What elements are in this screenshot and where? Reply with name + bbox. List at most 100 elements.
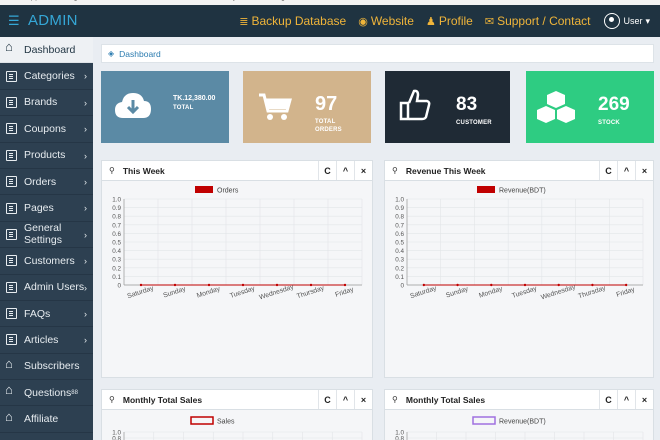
close-button[interactable]: ×	[354, 390, 372, 409]
user-label: User	[623, 16, 643, 26]
panel-header: ⚲ Revenue This Week C ^ ×	[385, 161, 653, 181]
y-tick-label: 0.2	[112, 265, 121, 272]
sidebar-item-general-settings[interactable]: General Settings ›	[0, 222, 93, 249]
panel-header: ⚲ This Week C ^ ×	[102, 161, 372, 181]
y-tick-label: 0.8	[112, 214, 121, 221]
data-point	[241, 283, 245, 287]
collapse-button[interactable]: ^	[336, 390, 354, 409]
brand[interactable]: ☰ ADMIN	[8, 5, 78, 37]
user-menu[interactable]: User ▾	[604, 13, 650, 29]
tile-value: 97	[315, 93, 338, 115]
y-tick-label: 0	[117, 283, 121, 290]
dashboard-icon: ◈	[108, 49, 115, 58]
y-tick-label: 0.2	[395, 265, 404, 272]
panel-title: Monthly Total Sales	[405, 394, 486, 405]
tile-label: CUSTOMER	[456, 120, 492, 126]
monthly-revenue-chart: Revenue(BDT) 1.00.8	[395, 416, 644, 440]
y-tick-label: 0.8	[112, 436, 121, 440]
data-point	[422, 283, 426, 287]
refresh-button[interactable]: C	[599, 161, 617, 180]
thumbs-up-icon	[399, 89, 431, 121]
x-tick-label: Friday	[616, 286, 637, 299]
user-avatar-icon	[604, 13, 621, 29]
cart-icon	[259, 93, 292, 120]
close-button[interactable]: ×	[354, 161, 372, 180]
y-tick-label: 1.0	[395, 430, 404, 437]
y-tick-label: 0.3	[395, 257, 404, 264]
legend-label: Revenue(BDT)	[499, 188, 546, 195]
sidebar-item-label: General Settings	[24, 222, 62, 247]
stat-tile-total[interactable]: TK.12,380.00 TOTAL	[101, 71, 229, 143]
sidebar-item-pages[interactable]: Pages ›	[0, 195, 93, 222]
sidebar-item-faqs[interactable]: FAQs ›	[0, 301, 93, 328]
tile-label: TOTAL	[173, 105, 194, 111]
chevron-right-icon: ›	[84, 71, 87, 82]
panel-header: ⚲ Monthly Total Sales C ^ ×	[102, 390, 372, 410]
backup-database-link[interactable]: ≣ Backup Database	[239, 14, 346, 28]
sidebar-item-admin-users[interactable]: Admin Users ›	[0, 275, 93, 301]
link-label: Profile	[438, 14, 473, 28]
home-icon	[5, 382, 17, 398]
panel-title: Monthly Total Sales	[122, 394, 203, 405]
breadcrumb-dashboard-link[interactable]: Dashboard	[119, 48, 161, 59]
tile-label: TOTAL ORDERS	[315, 119, 342, 133]
list-icon	[6, 70, 17, 82]
website-link[interactable]: ◉ Website	[358, 14, 414, 28]
revenue-chart: Revenue(BDT) 1.00.9 0.80.7 0.6 0.50.4 0.30.2 0…	[395, 186, 644, 301]
collapse-button[interactable]: ^	[617, 161, 635, 180]
stat-tile-customer[interactable]: 83 CUSTOMER	[385, 71, 510, 143]
sidebar-item-label: Categories	[24, 70, 75, 83]
support-contact-link[interactable]: ✉ Support / Contact	[485, 14, 591, 28]
list-icon	[6, 149, 17, 161]
sidebar-item-subscribers[interactable]: Subscribers	[0, 354, 93, 381]
y-tick-label: 1.0	[395, 197, 404, 204]
y-tick-label: 1.0	[112, 430, 121, 437]
chevron-right-icon: ›	[84, 282, 87, 293]
panel-title: This Week	[122, 165, 165, 176]
brand-title: ADMIN	[27, 12, 78, 29]
sidebar-item-dashboard[interactable]: Dashboard	[0, 37, 93, 64]
data-point	[557, 283, 560, 287]
refresh-button[interactable]: C	[318, 161, 336, 180]
sidebar-item-customers[interactable]: Customers ›	[0, 248, 93, 275]
refresh-button[interactable]: C	[318, 390, 336, 409]
panel-tools: C ^ ×	[318, 390, 372, 409]
sidebar-item-orders[interactable]: Orders ›	[0, 169, 93, 196]
this-week-panel: ⚲ This Week C ^ × Orders 1.0 0.9 0.8 0.7 0.6 0…	[101, 160, 373, 378]
y-tick-label: 0.6	[112, 231, 121, 238]
refresh-button[interactable]: C	[599, 390, 617, 409]
data-point	[207, 283, 211, 287]
collapse-button[interactable]: ^	[336, 161, 354, 180]
x-tick-label: Sunday	[445, 285, 470, 299]
sidebar-item-articles[interactable]: Articles ›	[0, 327, 93, 354]
y-tick-label: 0.8	[395, 436, 404, 440]
stat-tile-stock[interactable]: 269 STOCK	[526, 71, 654, 143]
sidebar-item-label: Questions	[24, 386, 72, 399]
map-marker-icon: ⚲	[109, 395, 115, 404]
x-tick-label: Thursday	[577, 285, 607, 301]
collapse-button[interactable]: ^	[617, 390, 635, 409]
y-tick-label: 0.9	[112, 205, 121, 212]
close-button[interactable]: ×	[635, 390, 653, 409]
x-tick-label: Tuesday	[511, 285, 538, 300]
sidebar-item-affiliate[interactable]: Affiliate	[0, 406, 93, 433]
hamburger-icon[interactable]: ☰	[8, 13, 20, 28]
tile-value: TK.12,380.00	[173, 95, 216, 102]
panel-title: Revenue This Week	[405, 165, 486, 176]
sidebar-item-categories[interactable]: Categories ›	[0, 63, 93, 90]
sidebar-item-label: Products	[24, 149, 66, 162]
map-marker-icon: ⚲	[392, 166, 398, 175]
sidebar-item-brands[interactable]: Brands ›	[0, 90, 93, 117]
sidebar-item-coupons[interactable]: Coupons ›	[0, 116, 93, 143]
x-tick-label: Saturday	[127, 285, 156, 300]
stat-tile-orders[interactable]: 97 TOTAL ORDERS	[243, 71, 371, 143]
cloud-download-icon	[115, 93, 151, 118]
sidebar-item-products[interactable]: Products ›	[0, 143, 93, 169]
close-button[interactable]: ×	[635, 161, 653, 180]
top-nav-links: ≣ Backup Database ◉ Website ♟ Profile ✉ Supp…	[227, 5, 650, 37]
profile-link[interactable]: ♟ Profile	[426, 14, 473, 28]
chevron-right-icon: ›	[84, 335, 87, 346]
list-icon	[6, 308, 17, 320]
panel-tools: C ^ ×	[599, 390, 653, 409]
